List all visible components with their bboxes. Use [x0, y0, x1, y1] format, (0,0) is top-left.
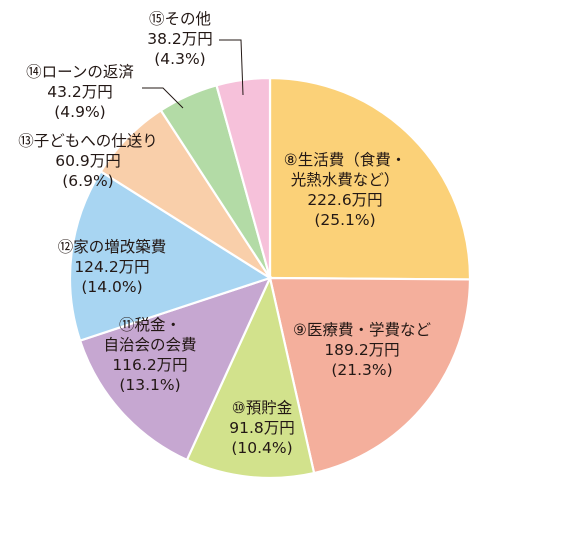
slice-value-15: 38.2万円	[147, 30, 213, 48]
slice-percent-13: (6.9%)	[62, 172, 113, 190]
leader-line-14	[142, 87, 184, 109]
slice-percent-8: (25.1%)	[314, 211, 375, 229]
slice-labels: ⑧生活費（食費・光熱水費など） 222.6万円 (25.1%) ⑨医療費・学費など 18…	[18, 10, 431, 457]
pie-slice-12	[68, 169, 273, 343]
slice-percent-12: (14.0%)	[81, 278, 142, 296]
slice-name-14: ⑭ローンの返済	[26, 63, 134, 81]
slice-name-line2-11: 自治会の会費	[103, 336, 196, 354]
pie-slice-10	[185, 274, 316, 480]
slice-value-11: 116.2万円	[112, 356, 187, 374]
slice-name-8: ⑧生活費（食費・	[284, 151, 406, 169]
pie-slice-9	[268, 276, 472, 475]
pie-slice-8	[268, 76, 472, 281]
pie-slice-11	[78, 276, 273, 462]
slice-name-15: ⑮その他	[149, 10, 211, 28]
slice-name-12: ⑫家の増改築費	[58, 238, 167, 256]
slice-value-13: 60.9万円	[55, 152, 121, 170]
slice-name-13: ⑬子どもへの仕送り	[18, 132, 158, 150]
pie-slices	[68, 76, 472, 480]
slice-name-10: ⑩預貯金	[232, 399, 293, 417]
slice-percent-10: (10.4%)	[231, 439, 292, 457]
slice-value-10: 91.8万円	[229, 419, 295, 437]
slice-name-9: ⑨医療費・学費など	[293, 321, 431, 339]
slice-name-line2-8: 光熱水費など）	[291, 171, 400, 189]
slice-value-12: 124.2万円	[74, 258, 149, 276]
slice-name-11: ⑪税金・	[119, 316, 181, 334]
slice-percent-15: (4.3%)	[154, 50, 205, 68]
slice-percent-11: (13.1%)	[119, 376, 180, 394]
leader-lines	[142, 39, 244, 109]
slice-value-9: 189.2万円	[324, 341, 399, 359]
slice-percent-14: (4.9%)	[54, 103, 105, 121]
pie-slice-15	[215, 76, 272, 279]
slice-value-8: 222.6万円	[307, 191, 382, 209]
leader-line-15	[219, 39, 244, 96]
slice-value-14: 43.2万円	[47, 83, 113, 101]
slice-percent-9: (21.3%)	[331, 361, 392, 379]
